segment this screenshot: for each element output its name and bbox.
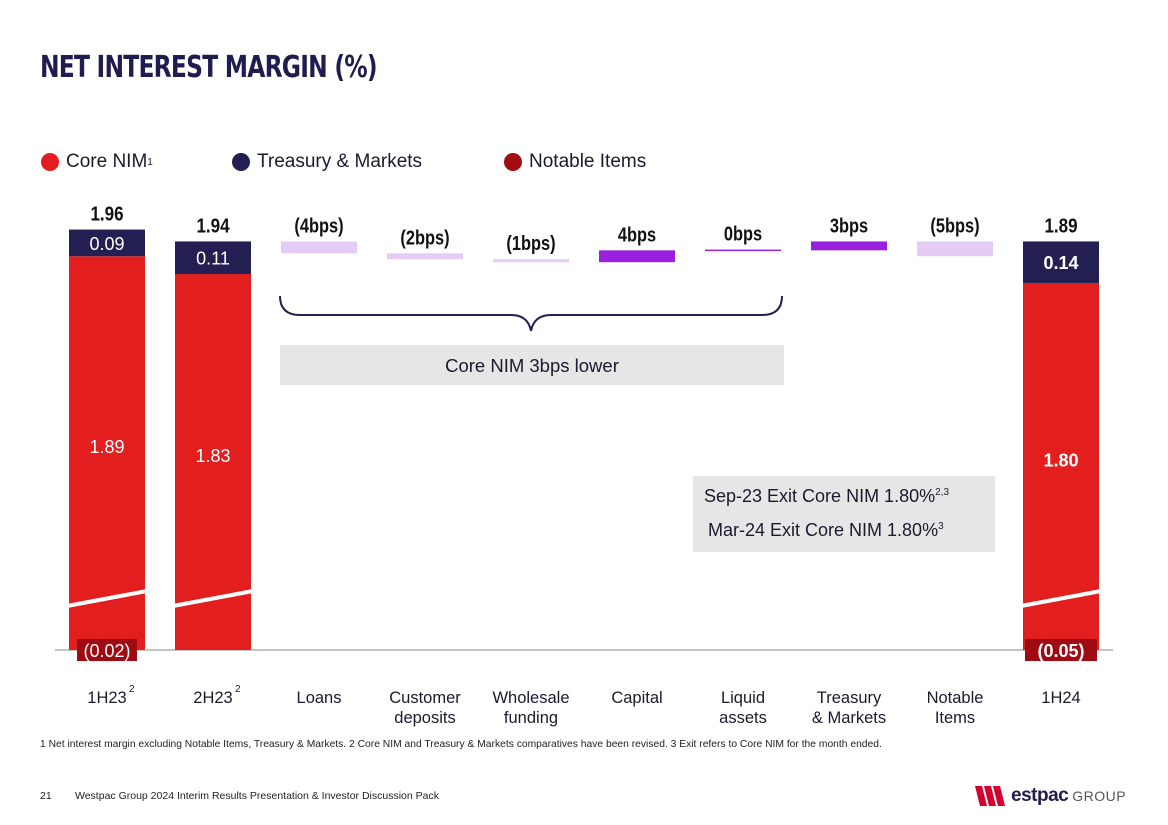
waterfall-bar: [387, 253, 463, 260]
waterfall-bar: [811, 241, 887, 251]
waterfall-bar: [493, 259, 569, 263]
category-label: funding: [504, 709, 558, 727]
axis-break-mark: [1020, 589, 1102, 608]
category-label: & Markets: [812, 709, 886, 727]
treasury-value-label: 0.09: [89, 234, 124, 254]
category-label: Capital: [611, 689, 662, 707]
category-label-sup: 2: [129, 684, 135, 695]
category-label: 1H23: [87, 689, 126, 707]
treasury-bar: [175, 241, 251, 275]
category-label: deposits: [394, 709, 455, 727]
category-label: Liquid: [721, 689, 765, 707]
waterfall-value-label: 0bps: [724, 222, 762, 245]
page-title: NET INTEREST MARGIN (%): [40, 50, 378, 85]
waterfall-bar: [917, 241, 993, 257]
bracket-label: Core NIM 3bps lower: [445, 355, 619, 376]
category-label-sup: 2: [235, 684, 241, 695]
core-nim-bar: [175, 274, 251, 650]
total-label: 1.96: [90, 202, 123, 225]
notable-items-label: (0.05): [1037, 641, 1084, 661]
total-label: 1.94: [196, 214, 230, 237]
legend-label-notable: Notable Items: [529, 151, 647, 172]
waterfall-bar: [599, 250, 675, 263]
category-label: assets: [719, 709, 767, 727]
waterfall-value-label: 4bps: [618, 223, 656, 246]
exit-nim-sep23-text: Sep-23 Exit Core NIM 1.80%: [704, 486, 936, 506]
category-label: Wholesale: [492, 689, 569, 707]
category-label: Loans: [297, 689, 342, 707]
legend-sup-core: 1: [147, 156, 153, 168]
footer-text: Westpac Group 2024 Interim Results Prese…: [75, 790, 439, 802]
waterfall-value-label: (5bps): [930, 214, 979, 237]
bracket-label-box: [280, 345, 784, 385]
core-nim-bracket: [279, 295, 783, 332]
treasury-bar: [1023, 241, 1099, 283]
category-label: Items: [935, 709, 975, 727]
legend-swatch-treasury: [232, 153, 250, 171]
category-label: Treasury: [817, 689, 882, 707]
exit-nim-sep23: Sep-23 Exit Core NIM 1.80%2,3: [704, 486, 949, 507]
core-nim-bar: [1023, 282, 1099, 650]
legend-label-treasury: Treasury & Markets: [257, 151, 423, 172]
exit-nim-sep23-sup: 2,3: [935, 487, 950, 498]
legend-swatch-notable: [504, 153, 522, 171]
core-nim-value-label: 1.89: [89, 437, 124, 457]
waterfall-value-label: (2bps): [400, 226, 449, 249]
category-label: Customer: [389, 689, 461, 707]
westpac-w-icon: [975, 786, 1005, 806]
treasury-bar: [69, 229, 145, 257]
legend-item-notable: Notable Items: [504, 151, 646, 173]
total-label: 1.89: [1044, 214, 1077, 237]
category-label: Notable: [927, 689, 984, 707]
logo-word: estpac: [1011, 785, 1069, 806]
page-number: 21: [40, 790, 52, 802]
westpac-logo: estpac GROUP: [975, 784, 1126, 808]
axis-break-mark: [172, 589, 254, 608]
notable-items-bar: [1025, 639, 1097, 661]
category-label: 2H23: [193, 689, 232, 707]
waterfall-bar: [281, 241, 357, 254]
footnote: 1 Net interest margin excluding Notable …: [40, 739, 882, 750]
legend-item-treasury: Treasury & Markets: [232, 151, 422, 173]
waterfall-value-label: 3bps: [830, 214, 868, 237]
core-nim-value-label: 1.80: [1043, 450, 1078, 470]
logo-group: GROUP: [1072, 788, 1127, 804]
notable-items-label: (0.02): [83, 641, 130, 661]
core-nim-bar: [69, 256, 145, 650]
exit-nim-box: [693, 476, 995, 552]
exit-nim-mar24: Mar-24 Exit Core NIM 1.80%3: [708, 520, 944, 541]
legend-swatch-core: [41, 153, 59, 171]
waterfall-value-label: (1bps): [506, 232, 555, 255]
category-label: 1H24: [1041, 689, 1080, 707]
waterfall-value-label: (4bps): [294, 214, 343, 237]
core-nim-value-label: 1.83: [195, 446, 230, 466]
exit-nim-mar24-text: Mar-24 Exit Core NIM 1.80%: [708, 520, 939, 540]
axis-break-mark: [66, 589, 148, 608]
exit-nim-mar24-sup: 3: [938, 521, 944, 532]
treasury-value-label: 0.11: [196, 249, 230, 269]
legend-item-core-nim: Core NIM 1: [41, 151, 153, 173]
legend-label-core: Core NIM: [66, 151, 148, 172]
waterfall-bar: [705, 249, 781, 252]
notable-items-bar: [77, 639, 137, 661]
treasury-value-label: 0.14: [1043, 253, 1078, 273]
